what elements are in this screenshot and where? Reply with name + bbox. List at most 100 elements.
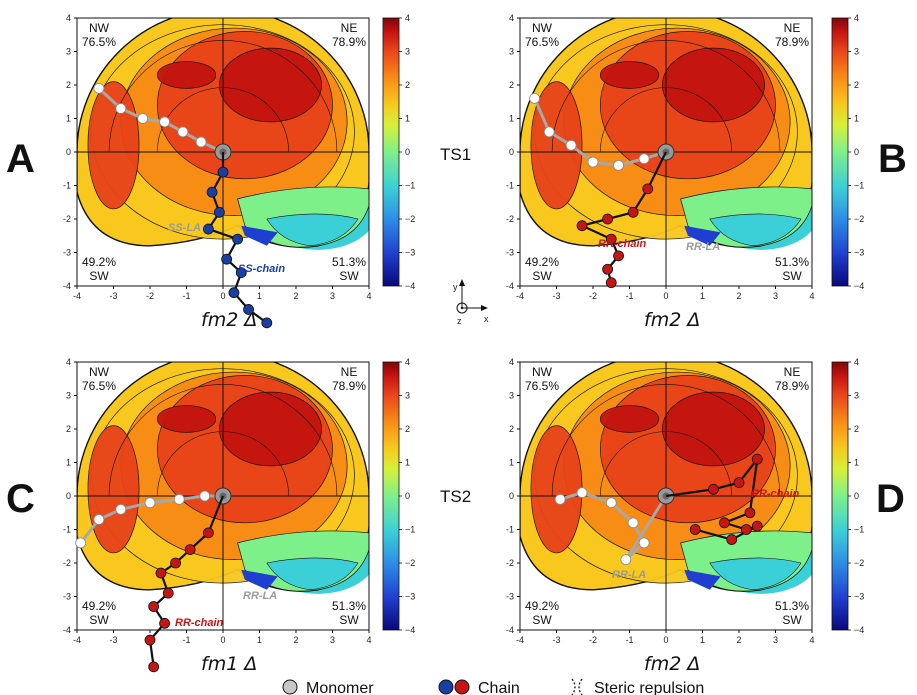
y-tick-label: 3 [509, 391, 514, 401]
axis-x-label: x [484, 314, 489, 324]
y-tick-label: -4 [63, 625, 71, 635]
chain-atom [751, 453, 763, 465]
monomer-atom [576, 487, 588, 499]
legend-chain-red-marker [454, 679, 470, 695]
legend: Monomer Chain Steric repulsion [282, 678, 704, 695]
quadrant-label: 49.2% [82, 599, 116, 613]
chain-atom [613, 250, 624, 262]
colorbar-c: 4 3 2 1 0 −1 −2 −3 −4 [382, 357, 415, 635]
quadrant-label: SW [532, 613, 552, 627]
colorbar-tick-label: 4 [854, 13, 859, 23]
quadrant-label: 78.9% [332, 35, 366, 49]
y-tick-label: -1 [506, 525, 514, 535]
quadrant-label: NE [784, 21, 801, 35]
y-tick-label: 0 [509, 147, 514, 157]
colorbar-tick-label: −2 [854, 558, 864, 568]
chain-annotation: RR-LA [243, 590, 277, 602]
x-tick-label: -3 [109, 635, 117, 645]
colorbar-tick-label: −4 [405, 281, 415, 291]
chain-atom [184, 544, 196, 555]
x-tick-label: 3 [330, 291, 335, 301]
quadrant-label: 76.5% [82, 35, 116, 49]
quadrant-label: 76.5% [525, 35, 559, 49]
monomer-atom [638, 153, 650, 165]
panel-letter-d: D [876, 477, 905, 521]
legend-monomer-marker [282, 679, 298, 695]
chain-atom [144, 634, 156, 646]
monomer-atom [543, 126, 555, 138]
quadrant-label: SW [339, 269, 359, 283]
y-tick-label: 3 [66, 391, 71, 401]
chain-atom [642, 183, 654, 195]
chain-atom [162, 587, 174, 599]
x-tick-label: 2 [293, 291, 298, 301]
quadrant-label: 49.2% [525, 599, 559, 613]
colorbar-a: 4 3 2 1 0 −1 −2 −3 −4 [382, 13, 415, 291]
chain-atom [148, 661, 160, 673]
y-tick-label: 4 [66, 357, 71, 367]
y-tick-label: -1 [63, 181, 71, 191]
ts1-label: TS1 [440, 145, 471, 164]
monomer-atom [93, 514, 105, 525]
x-tick-label: 1 [700, 635, 705, 645]
x-tick-label: -1 [625, 635, 633, 645]
colorbar-tick-label: 3 [405, 391, 410, 401]
quadrant-label: SW [89, 613, 109, 627]
x-tick-label: 4 [809, 635, 814, 645]
legend-steric-marker [571, 678, 583, 695]
chain-atom [148, 601, 160, 612]
y-tick-label: -3 [63, 592, 71, 602]
quadrant-label: NE [784, 365, 801, 379]
y-tick-label: 4 [509, 357, 514, 367]
y-tick-label: -2 [63, 214, 71, 224]
legend-monomer-label: Monomer [306, 680, 374, 695]
y-tick-label: 1 [66, 114, 71, 124]
x-tick-label: -1 [182, 635, 190, 645]
chain-atom [602, 213, 613, 225]
quadrant-label: NW [532, 365, 553, 379]
panel-letter-c: C [6, 477, 35, 521]
x-tick-label: 0 [663, 291, 668, 301]
colorbar-tick-label: 0 [854, 491, 859, 501]
monomer-atom [93, 82, 105, 94]
colorbar-tick-label: 4 [405, 357, 410, 367]
colorbar-tick-label: −1 [405, 525, 415, 535]
y-tick-label: 4 [509, 13, 514, 23]
quadrant-label: 76.5% [525, 379, 559, 393]
quadrant-label: 49.2% [82, 255, 116, 269]
monomer-atom [638, 537, 650, 549]
x-tick-label: -3 [552, 635, 560, 645]
colorbar-tick-label: 1 [405, 114, 410, 124]
monomer-atom [177, 126, 189, 138]
colorbar-tick-label: −4 [854, 625, 864, 635]
ts2-label: TS2 [440, 487, 471, 506]
colorbar-tick-label: 1 [405, 458, 410, 468]
quadrant-label: SW [89, 269, 109, 283]
chain-atom [744, 507, 756, 519]
y-tick-label: -2 [506, 214, 514, 224]
y-tick-label: -1 [506, 181, 514, 191]
monomer-atom [115, 503, 127, 515]
x-axis-label: fm2 Δ [644, 309, 700, 331]
chain-annotation: RR-chain [751, 488, 800, 500]
chain-atom [726, 534, 738, 545]
chain-atom [170, 557, 181, 569]
monomer-atom [605, 497, 617, 509]
axes-triad: y z x [453, 279, 489, 326]
x-tick-label: 1 [257, 291, 262, 301]
x-tick-label: 0 [220, 635, 225, 645]
monomer-atom [199, 490, 211, 502]
colorbar-tick-label: 0 [405, 147, 410, 157]
colorbar-tick-label: 4 [405, 13, 410, 23]
colorbar-tick-label: 0 [405, 491, 410, 501]
monomer-atom [115, 103, 127, 114]
colorbar-tick-label: 0 [854, 147, 859, 157]
chain-atom [576, 220, 588, 232]
chain-atom [232, 233, 244, 245]
panel-letter-a: A [6, 137, 35, 181]
monomer-atom [529, 93, 540, 104]
x-tick-label: 2 [736, 635, 741, 645]
colorbar-tick-label: −4 [405, 625, 415, 635]
x-tick-label: 4 [366, 291, 371, 301]
